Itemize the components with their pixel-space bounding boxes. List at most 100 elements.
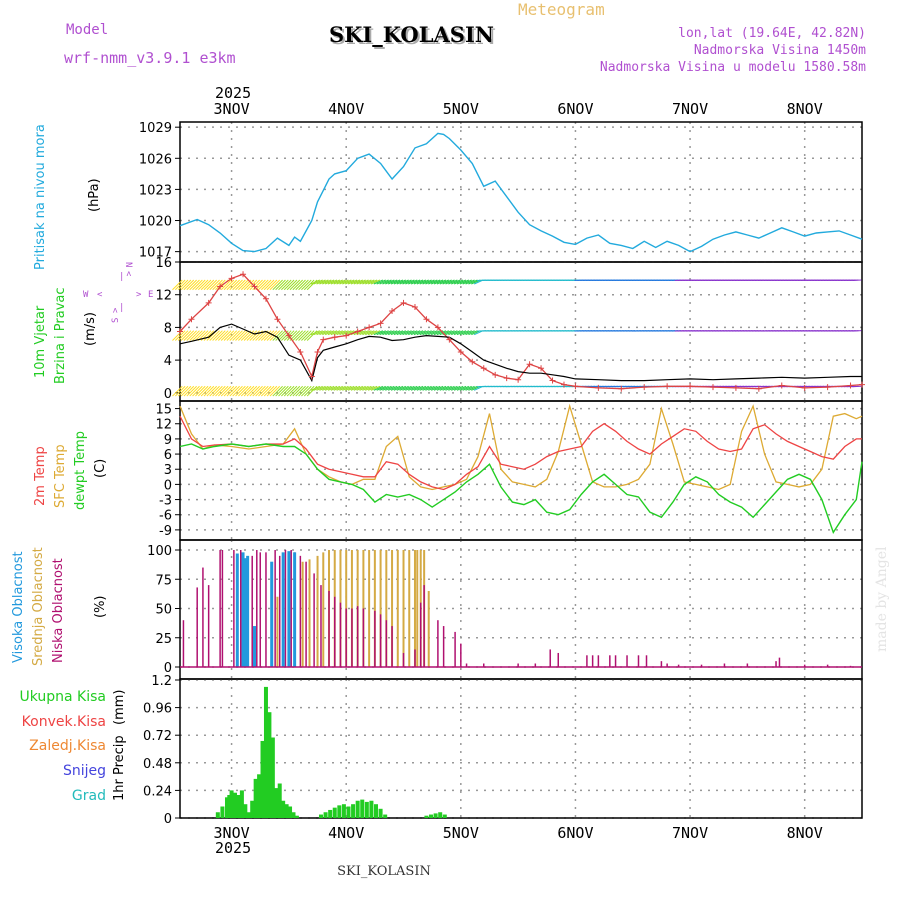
wind-barb-0 [278, 385, 289, 397]
wind-barb-1 [310, 330, 321, 336]
precip-bar-12 [257, 774, 262, 818]
precip-label: 1hr Precip [112, 735, 127, 801]
mid-cloud-label: Srednja Oblacnost [31, 547, 46, 666]
wind-barb-2 [283, 279, 295, 291]
wind-barb-2 [223, 279, 235, 291]
wind-barb-2 [172, 279, 183, 291]
wind-barb-0 [283, 385, 295, 397]
wind-barb-2 [235, 279, 246, 291]
high-cloud-bar-8 [293, 552, 297, 667]
wind-barb-2 [439, 279, 449, 285]
wind-barb-1 [303, 330, 315, 341]
wind-barb-0 [436, 385, 447, 391]
precip-bar-10 [250, 800, 255, 818]
wind-barb-1 [272, 330, 283, 341]
wind-barb-0 [215, 385, 226, 397]
wind-barb-2 [430, 279, 441, 285]
ytick-label-precip-2: 0.48 [143, 757, 172, 772]
compass-arrow-right: > [136, 290, 142, 300]
wind-barb-1 [243, 330, 255, 341]
wind-barb-0 [382, 385, 392, 391]
wind-barb-2 [330, 279, 341, 285]
wind-barb-1 [379, 330, 389, 336]
wind-barb-1 [399, 330, 409, 336]
wind-gust-marker [389, 308, 396, 315]
cloud-unit: (%) [93, 596, 108, 619]
wind-barb-2 [316, 279, 326, 285]
wind-gust-marker [801, 384, 808, 391]
precip-bar-43 [442, 814, 447, 818]
wind-barb-0 [345, 385, 355, 391]
compass-bar-bottom: | [119, 303, 124, 313]
wind-barb-0 [408, 385, 418, 391]
wind-barb-0 [367, 385, 378, 391]
model-elevation-text: Nadmorska Visina u modelu 1580.58m [600, 60, 866, 75]
wind-barb-1 [292, 330, 303, 341]
wind-barb-0 [235, 385, 246, 397]
wind-barb-2 [206, 279, 218, 291]
bottom-day-5: 8NOV [787, 824, 823, 842]
bottom-day-3: 6NOV [557, 824, 593, 842]
wind-barb-2 [419, 279, 429, 285]
wind-barb-1 [367, 330, 378, 336]
wind-barb-0 [192, 385, 203, 397]
footer-station: SKI_KOLASIN [337, 864, 431, 879]
high-cloud-bar-7 [287, 551, 291, 667]
precip-bar-15 [267, 712, 272, 818]
compass-w: W [83, 290, 89, 300]
wind-barb-0 [232, 385, 243, 397]
wind-barb-0 [186, 385, 197, 397]
wind-barb-0 [402, 385, 412, 391]
wind-barb-0 [206, 385, 218, 397]
wind-barb-2 [382, 279, 392, 285]
compass-bar-top: | [119, 272, 124, 282]
wind-barb-0 [189, 385, 200, 397]
ytick-label-wind-1: 4 [164, 354, 172, 369]
precip-bar-3 [227, 795, 232, 818]
wind-gust-marker [217, 283, 224, 290]
wind-barb-1 [336, 330, 346, 336]
temp-unit: (C) [93, 459, 108, 478]
wind-barb-1 [172, 330, 183, 341]
wind-barb-0 [433, 385, 444, 391]
wind-barb-2 [286, 279, 298, 291]
wind-gust-marker [847, 382, 854, 389]
wind-barb-0 [370, 385, 381, 391]
wind-barb-2 [852, 279, 862, 281]
wind-barb-1 [353, 330, 364, 336]
wind-barb-0 [313, 385, 323, 391]
wind-barb-0 [453, 385, 464, 391]
precip-bar-23 [294, 815, 299, 818]
wind-barb-1 [359, 330, 369, 336]
wind-barb-2 [177, 279, 189, 291]
wind-barb-0 [301, 385, 312, 397]
precip-bar-7 [239, 790, 244, 818]
ytick-label-temperature-5: 6 [164, 448, 172, 463]
model-label: Model [66, 22, 108, 38]
wind-barb-0 [203, 385, 215, 397]
wind-barb-1 [177, 330, 189, 341]
precip-bar-24 [318, 814, 323, 818]
wind-barb-1 [275, 330, 286, 341]
wind-gust-marker [859, 381, 865, 388]
wind-barb-2 [433, 279, 444, 285]
precip-bar-38 [383, 814, 388, 818]
wind-gust-marker [755, 385, 762, 392]
wind-barb-1 [295, 330, 306, 341]
ytick-label-precip-5: 1.2 [151, 674, 172, 689]
wind-barb-1 [339, 330, 349, 336]
wind-barb-2 [422, 279, 432, 285]
wind-barb-0 [359, 385, 369, 391]
wind-gust-marker [205, 299, 212, 306]
panel-frame-precip [179, 678, 863, 819]
wind-barb-1 [324, 330, 335, 336]
wind-barb-2 [465, 279, 475, 285]
dew-temp-label: dewpt Temp [73, 431, 88, 510]
precip-bar-18 [277, 783, 282, 818]
precip-bar-25 [323, 812, 328, 818]
precip-bar-5 [233, 792, 238, 818]
wind-gust-marker [251, 283, 258, 290]
wind-barb-0 [465, 385, 475, 391]
wind-label-2: Brzina i Pravac [53, 287, 68, 384]
wind-gust-marker [549, 377, 556, 384]
